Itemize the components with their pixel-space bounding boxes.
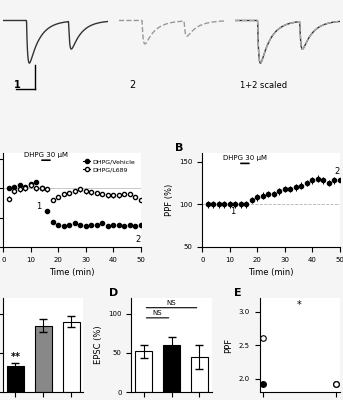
Text: D: D <box>109 288 118 298</box>
Y-axis label: PPF: PPF <box>224 338 233 353</box>
Bar <box>7 366 24 392</box>
Legend: DHPG/Vehicle, DHPG/L689: DHPG/Vehicle, DHPG/L689 <box>80 156 138 175</box>
Text: 1: 1 <box>36 202 42 211</box>
Text: 1: 1 <box>14 80 21 90</box>
Bar <box>191 357 208 392</box>
Point <box>333 381 339 387</box>
Text: *: * <box>297 300 302 310</box>
Text: NS: NS <box>153 310 162 316</box>
Text: DHPG 30 μM: DHPG 30 μM <box>223 155 267 161</box>
Bar <box>163 345 180 392</box>
Bar <box>63 322 80 392</box>
X-axis label: Time (min): Time (min) <box>248 268 294 277</box>
Point <box>260 381 266 387</box>
Bar <box>35 326 52 392</box>
Bar <box>135 352 152 392</box>
Text: 2: 2 <box>334 167 339 176</box>
Text: 2: 2 <box>129 80 136 90</box>
Text: **: ** <box>11 352 21 362</box>
Text: NS: NS <box>167 300 176 306</box>
Text: 1+2 scaled: 1+2 scaled <box>240 81 287 90</box>
X-axis label: Time (min): Time (min) <box>49 268 95 277</box>
Point <box>260 335 266 342</box>
Text: 2: 2 <box>135 235 140 244</box>
Text: DHPG 30 μM: DHPG 30 μM <box>24 152 68 158</box>
Y-axis label: PPF (%): PPF (%) <box>165 184 174 216</box>
Text: E: E <box>234 288 241 298</box>
Point <box>333 381 339 387</box>
Text: B: B <box>175 143 183 153</box>
Y-axis label: EPSC (%): EPSC (%) <box>94 326 103 364</box>
Text: 1: 1 <box>230 208 235 216</box>
